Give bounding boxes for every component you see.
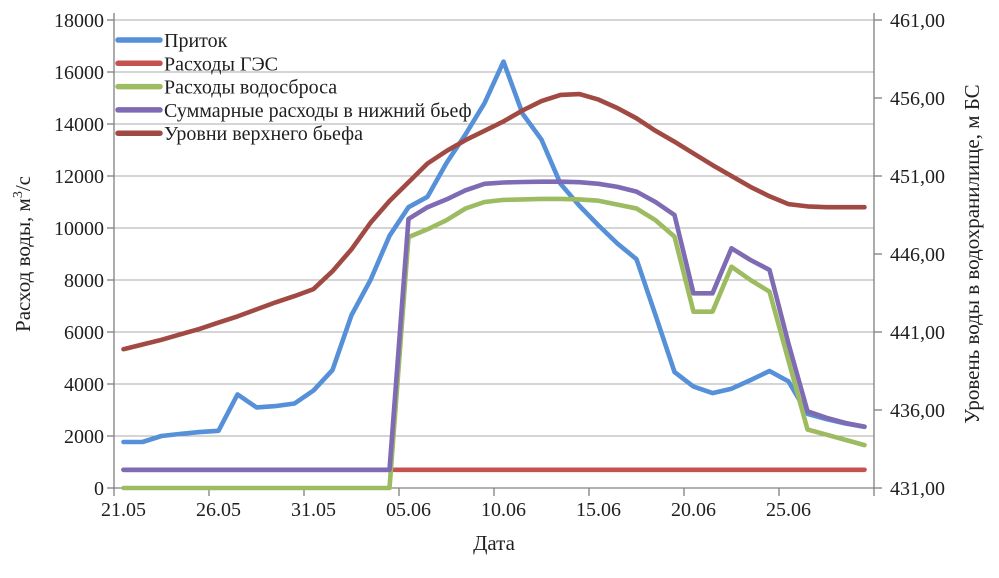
y-left-tick-label: 8000 — [64, 270, 104, 292]
legend-item: Расходы ГЭС — [115, 53, 278, 75]
y-right-tick-label: 436,00 — [890, 400, 945, 422]
series-line-right-уровни-верхнего-бьефа — [121, 91, 867, 352]
y-right-tick-label: 461,00 — [890, 10, 945, 32]
x-tick-label: 26.05 — [196, 499, 241, 521]
y-right-axis-title: Уровень воды в водохранилище, м БС — [960, 84, 984, 423]
x-tick-label: 05.06 — [386, 499, 431, 521]
series-line-left-суммарные-расходы-в-нижний-бьеф — [121, 179, 867, 473]
y-left-tick-label: 2000 — [64, 426, 104, 448]
legend-label: Приток — [164, 30, 228, 52]
y-left-axis-title: Расход воды, м3/с — [11, 176, 35, 332]
x-tick-label: 21.05 — [101, 499, 146, 521]
y-left-tick-label: 14000 — [54, 114, 104, 136]
x-tick-label: 31.05 — [291, 499, 336, 521]
y-right-tick-label: 431,00 — [890, 478, 945, 500]
y-left-tick-label: 0 — [94, 478, 104, 500]
legend-label: Расходы водосброса — [164, 77, 337, 99]
series-line-left-расходы-водосброса — [121, 196, 867, 491]
y-left-tick-label: 12000 — [54, 166, 104, 188]
x-tick-label: 15.06 — [576, 499, 621, 521]
y-right-tick-label: 456,00 — [890, 88, 945, 110]
x-tick-label: 20.06 — [671, 499, 716, 521]
y-right-tick-label: 446,00 — [890, 244, 945, 266]
y-left-tick-label: 10000 — [54, 218, 104, 240]
y-right-tick-label: 441,00 — [890, 322, 945, 344]
legend-label: Расходы ГЭС — [164, 53, 278, 75]
legend-label: Уровни верхнего бьефа — [164, 123, 363, 145]
y-left-tick-label: 18000 — [54, 10, 104, 32]
y-left-tick-label: 4000 — [64, 374, 104, 396]
x-axis-title: Дата — [473, 531, 516, 555]
legend-item: Суммарные расходы в нижний бьеф — [115, 100, 472, 122]
x-tick-label: 25.06 — [766, 499, 811, 521]
legend-item: Расходы водосброса — [115, 77, 337, 99]
legend-item: Приток — [115, 30, 228, 52]
y-left-tick-label: 6000 — [64, 322, 104, 344]
x-tick-label: 10.06 — [481, 499, 526, 521]
y-right-tick-label: 451,00 — [890, 166, 945, 188]
legend-item: Уровни верхнего бьефа — [115, 123, 363, 145]
series-line-left-приток — [121, 59, 867, 445]
legend-label: Суммарные расходы в нижний бьеф — [164, 100, 472, 122]
y-left-tick-label: 16000 — [54, 62, 104, 84]
